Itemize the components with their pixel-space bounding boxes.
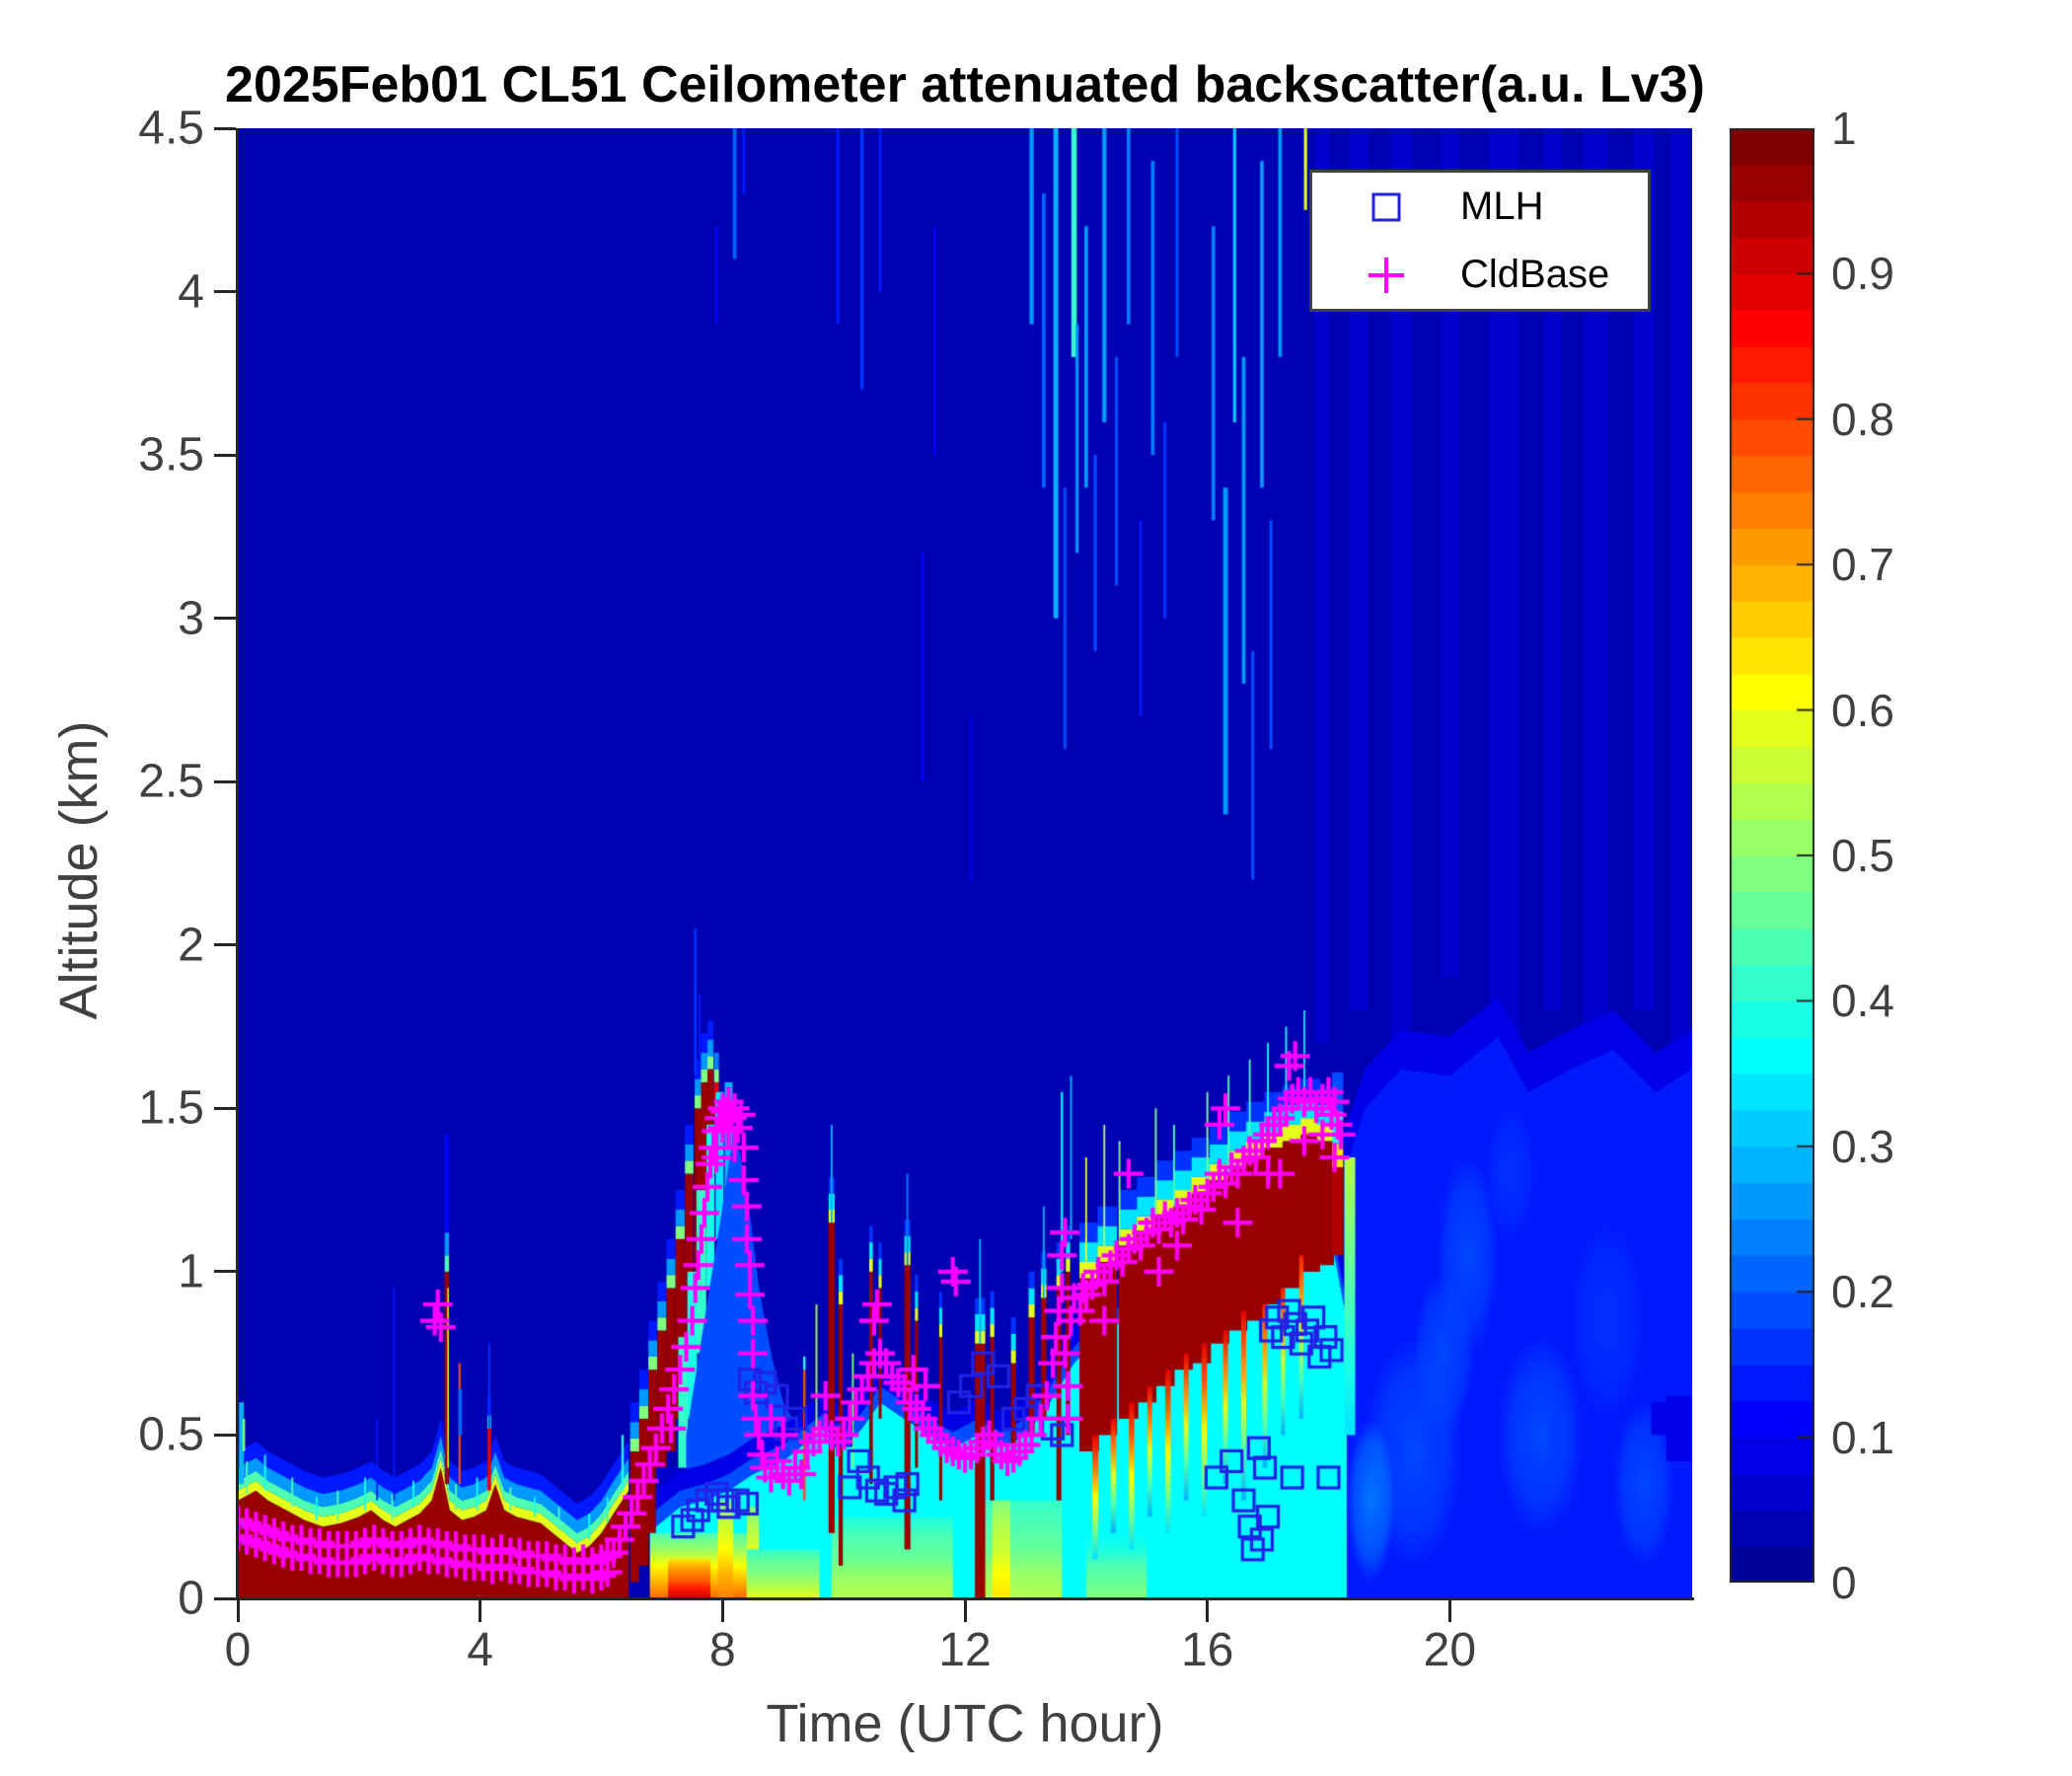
y-tick-mark: [214, 1270, 236, 1274]
x-tick-label: 16: [1180, 1624, 1234, 1676]
y-tick-mark: [214, 126, 236, 130]
x-tick-mark: [720, 1600, 724, 1622]
colorbar-tick-label: 0.5: [1831, 830, 1894, 881]
y-axis-line: [236, 128, 239, 1600]
y-tick-mark: [214, 779, 236, 783]
mlh-square-icon: [1312, 187, 1460, 227]
y-tick-label: 1.5: [138, 1081, 204, 1135]
y-tick-label: 3: [178, 592, 204, 645]
legend-item-mlh: MLH: [1312, 176, 1648, 239]
colorbar-tick-label: 0.9: [1831, 248, 1894, 300]
y-tick-mark: [214, 453, 236, 457]
colorbar-tick-label: 0.3: [1831, 1120, 1894, 1172]
colorbar-tick-label: 0.8: [1831, 393, 1894, 445]
y-tick-mark: [214, 290, 236, 294]
colorbar-tick-label: 0: [1831, 1557, 1857, 1608]
colorbar-tick-label: 0.1: [1831, 1411, 1894, 1463]
cldbase-plus-icon: [1312, 254, 1460, 297]
x-tick-mark: [1206, 1600, 1210, 1622]
y-tick-label: 0.5: [138, 1408, 204, 1461]
legend-label-mlh: MLH: [1460, 185, 1544, 228]
y-tick-label: 4.5: [138, 102, 204, 155]
x-tick-label: 8: [708, 1624, 736, 1676]
x-tick-mark: [963, 1600, 967, 1622]
heatmap-plot: [238, 128, 1692, 1598]
colorbar: [1730, 128, 1814, 1583]
x-tick-label: 0: [224, 1624, 252, 1676]
colorbar-tick-label: 0.7: [1831, 539, 1894, 591]
colorbar-tick-label: 0.2: [1831, 1266, 1894, 1318]
legend-item-cldbase: CldBase: [1312, 244, 1648, 307]
y-tick-mark: [214, 943, 236, 947]
chart-title: 2025Feb01 CL51 Ceilometer attenuated bac…: [225, 56, 1705, 113]
x-tick-mark: [479, 1600, 482, 1622]
y-tick-mark: [214, 1596, 236, 1600]
legend: MLH CldBase: [1309, 170, 1651, 312]
x-tick-label: 12: [938, 1624, 992, 1676]
x-tick-mark: [236, 1600, 240, 1622]
y-tick-label: 3.5: [138, 428, 204, 481]
y-tick-label: 1: [178, 1245, 204, 1298]
y-axis-label: Altitude (km): [49, 720, 109, 1020]
y-tick-label: 2.5: [138, 755, 204, 808]
colorbar-tick-label: 0.4: [1831, 975, 1894, 1027]
y-tick-mark: [214, 1106, 236, 1110]
y-tick-label: 0: [178, 1572, 204, 1625]
x-axis-line: [236, 1597, 1694, 1600]
y-tick-mark: [214, 617, 236, 621]
y-tick-mark: [214, 1433, 236, 1437]
y-tick-label: 2: [178, 919, 204, 972]
x-tick-label: 20: [1423, 1624, 1477, 1676]
x-tick-mark: [1447, 1600, 1451, 1622]
colorbar-tick-label: 0.6: [1831, 684, 1894, 736]
x-axis-label: Time (UTC hour): [766, 1694, 1164, 1753]
colorbar-tick-label: 1: [1831, 103, 1857, 154]
x-tick-label: 4: [467, 1624, 494, 1676]
legend-label-cldbase: CldBase: [1460, 253, 1610, 296]
y-tick-label: 4: [178, 265, 204, 319]
